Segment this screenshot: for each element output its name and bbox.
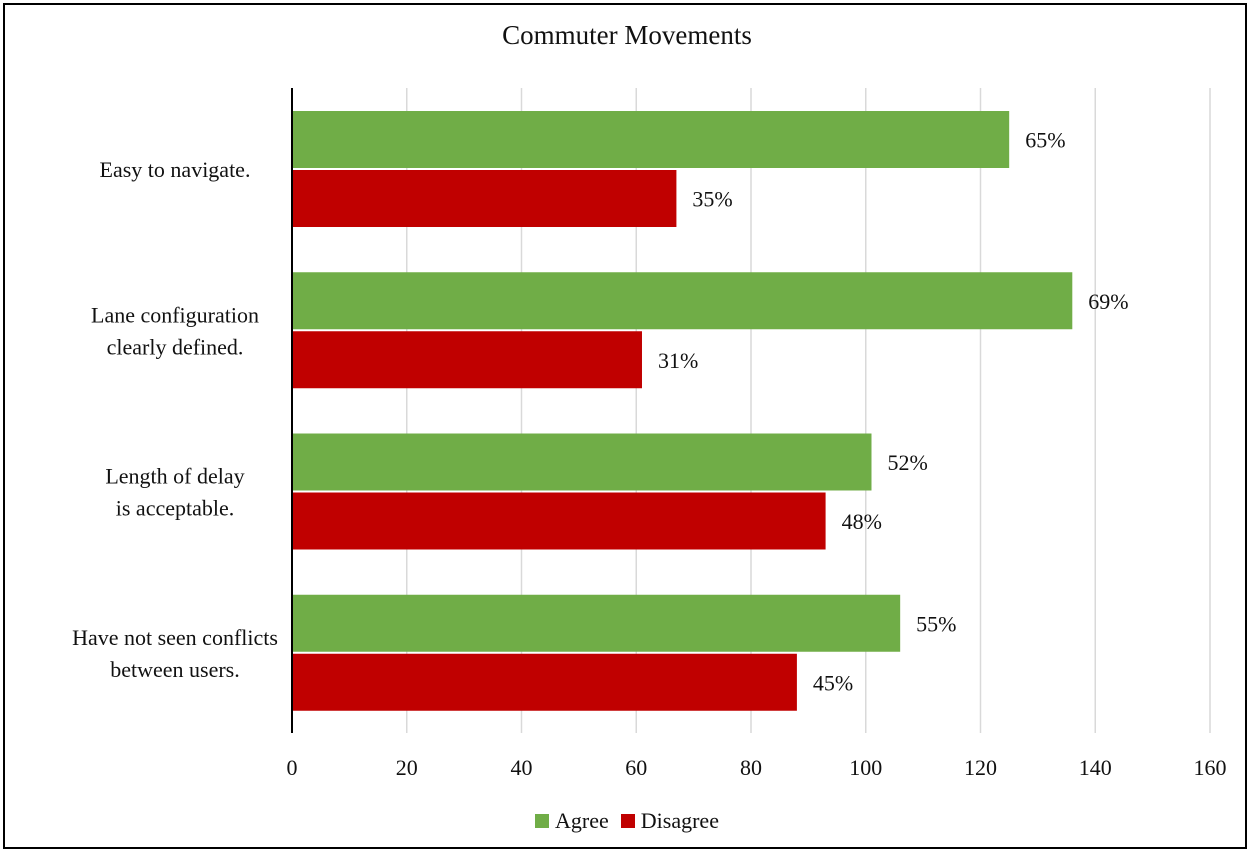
data-label: 65%: [1025, 128, 1065, 153]
x-tick-label: 40: [511, 755, 533, 780]
data-label: 45%: [813, 670, 853, 695]
category-label: is acceptable.: [116, 496, 235, 521]
bar-chart: 0 20 40 60 80 100 120 140 160 65% 35% Easy to navig…: [72, 88, 1227, 780]
chart-title: Commuter Movements: [502, 20, 752, 50]
data-label: 31%: [658, 348, 698, 373]
legend-swatch: [620, 814, 635, 828]
data-label: 48%: [842, 509, 882, 534]
bar-disagree: [292, 170, 677, 227]
bar-agree: [292, 433, 872, 491]
legend-label: Disagree: [640, 808, 719, 833]
bar-disagree: [292, 653, 797, 711]
bar-disagree: [292, 492, 826, 550]
bar-disagree: [292, 331, 642, 389]
data-label: 55%: [916, 611, 956, 636]
bar-agree: [292, 594, 901, 652]
data-label: 52%: [887, 450, 927, 475]
legend-item-agree: Agree: [535, 808, 609, 834]
category-label: clearly defined.: [107, 334, 244, 359]
x-tick-label: 60: [625, 755, 647, 780]
bar-agree: [292, 272, 1073, 330]
legend-item-disagree: Disagree: [620, 808, 719, 834]
category-label: Easy to navigate.: [100, 157, 251, 182]
bar-agree: [292, 111, 1010, 168]
category-label: Have not seen conflicts: [72, 625, 278, 650]
x-tick-label: 140: [1079, 755, 1112, 780]
x-tick-label: 20: [396, 755, 418, 780]
data-label: 69%: [1088, 289, 1128, 314]
category-label: Length of delay: [105, 464, 244, 489]
x-tick-label: 0: [287, 755, 298, 780]
legend-swatch: [535, 814, 550, 828]
x-tick-label: 120: [964, 755, 997, 780]
category-label: Lane configuration: [91, 302, 259, 327]
legend-label: Agree: [555, 808, 609, 833]
x-tick-label: 100: [849, 755, 882, 780]
legend: Agree Disagree: [0, 808, 1254, 834]
category-label: between users.: [110, 657, 240, 682]
x-tick-label: 80: [740, 755, 762, 780]
data-label: 35%: [692, 187, 732, 212]
x-tick-label: 160: [1194, 755, 1227, 780]
